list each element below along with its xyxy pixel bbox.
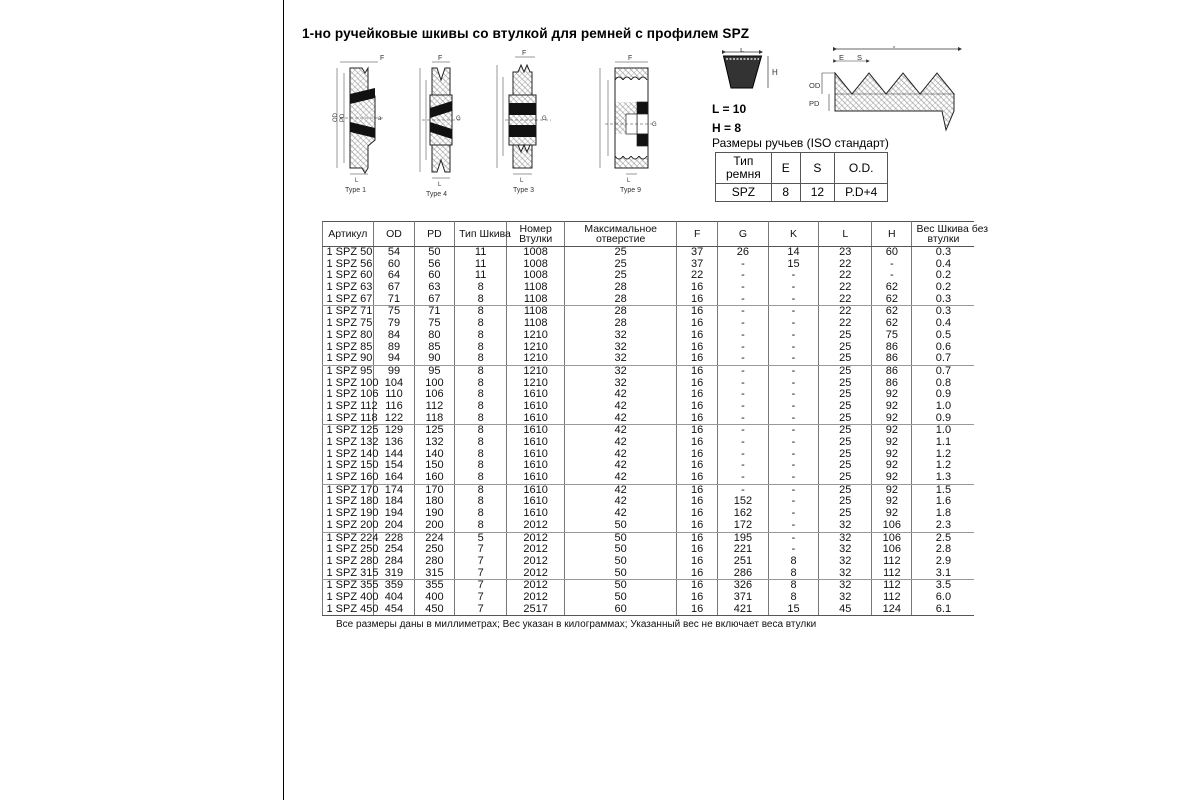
svg-text:Type 9: Type 9	[620, 187, 641, 194]
svg-text:a: a	[378, 116, 382, 122]
svg-text:F: F	[522, 50, 526, 57]
svg-text:E: E	[839, 53, 844, 62]
svg-text:G: G	[652, 122, 657, 128]
svg-text:G: G	[542, 116, 547, 122]
svg-text:S: S	[857, 53, 862, 62]
svg-text:F: F	[628, 55, 632, 62]
svg-text:Type 3: Type 3	[513, 187, 534, 194]
svg-text:PD: PD	[340, 113, 346, 122]
svg-text:F: F	[438, 55, 442, 62]
svg-text:OD: OD	[809, 81, 821, 90]
svg-text:Type 1: Type 1	[345, 187, 366, 194]
svg-text:L: L	[438, 182, 442, 188]
svg-text:F: F	[893, 46, 898, 50]
svg-text:L: L	[740, 48, 745, 54]
svg-text:L: L	[520, 178, 524, 184]
svg-text:L: L	[627, 178, 631, 184]
svg-text:PD: PD	[809, 99, 820, 108]
svg-text:G: G	[456, 116, 461, 122]
svg-text:L: L	[355, 178, 359, 184]
svg-text:OD: OD	[333, 112, 339, 122]
svg-text:H: H	[772, 68, 778, 77]
svg-text:Type 4: Type 4	[426, 191, 447, 198]
svg-text:F: F	[380, 55, 384, 62]
